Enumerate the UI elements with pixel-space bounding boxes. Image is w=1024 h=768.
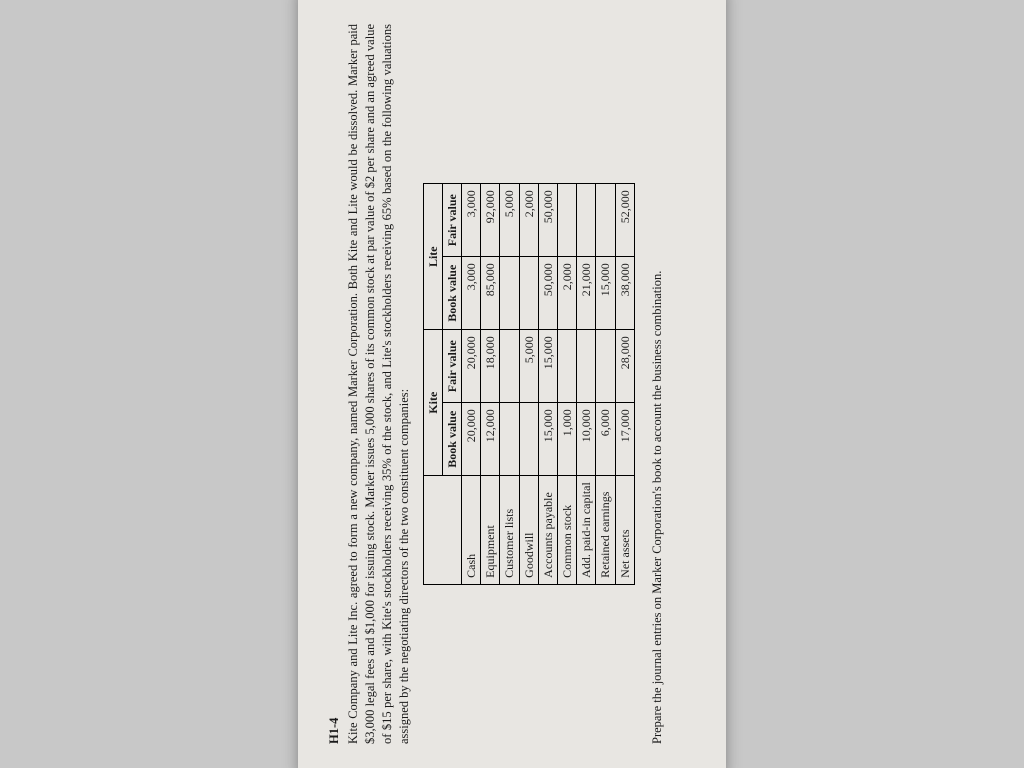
cell	[500, 257, 519, 330]
row-label: Net assets	[615, 476, 634, 585]
cell: 5,000	[519, 330, 538, 403]
cell: 28,000	[615, 330, 634, 403]
table-row: Equipment 12,000 18,000 85,000 92,000	[481, 184, 500, 585]
cell: 3,000	[462, 257, 481, 330]
problem-id: H1-4	[326, 24, 343, 744]
cell	[577, 330, 596, 403]
cell: 10,000	[577, 403, 596, 476]
cell	[577, 184, 596, 257]
col-lite-bv: Book value	[442, 257, 461, 330]
cell: 15,000	[538, 403, 557, 476]
cell: 85,000	[481, 257, 500, 330]
cell	[558, 184, 577, 257]
cell	[500, 403, 519, 476]
cell: 92,000	[481, 184, 500, 257]
cell: 20,000	[462, 403, 481, 476]
cell: 50,000	[538, 184, 557, 257]
table-row: Customer lists 5,000	[500, 184, 519, 585]
cell: 2,000	[519, 184, 538, 257]
cell	[596, 330, 615, 403]
cell: 5,000	[500, 184, 519, 257]
row-label: Accounts payable	[538, 476, 557, 585]
col-kite-fv: Fair value	[442, 330, 461, 403]
blank-header	[423, 476, 461, 585]
cell: 20,000	[462, 330, 481, 403]
row-label: Cash	[462, 476, 481, 585]
table-row: Cash 20,000 20,000 3,000 3,000	[462, 184, 481, 585]
cell	[558, 330, 577, 403]
table-row: Goodwill 5,000 2,000	[519, 184, 538, 585]
row-label: Retained earnings	[596, 476, 615, 585]
cell: 6,000	[596, 403, 615, 476]
row-label: Add. paid-in capital	[577, 476, 596, 585]
cell: 15,000	[538, 330, 557, 403]
cell: 52,000	[615, 184, 634, 257]
table-row: Common stock 1,000 2,000	[558, 184, 577, 585]
cell: 17,000	[615, 403, 634, 476]
cell: 1,000	[558, 403, 577, 476]
table-row: Retained earnings 6,000 15,000	[596, 184, 615, 585]
row-label: Common stock	[558, 476, 577, 585]
cell: 2,000	[558, 257, 577, 330]
cell: 3,000	[462, 184, 481, 257]
cell: 38,000	[615, 257, 634, 330]
cell: 15,000	[596, 257, 615, 330]
row-label: Equipment	[481, 476, 500, 585]
cell	[596, 184, 615, 257]
cell	[500, 330, 519, 403]
cell: 50,000	[538, 257, 557, 330]
table-row: Net assets 17,000 28,000 38,000 52,000	[615, 184, 634, 585]
valuation-table: Kite Lite Book value Fair value Book val…	[423, 183, 635, 585]
intro-paragraph: Kite Company and Lite Inc. agreed to for…	[345, 24, 413, 744]
instruction-text: Prepare the journal entries on Marker Co…	[649, 24, 666, 744]
table-row: Accounts payable 15,000 15,000 50,000 50…	[538, 184, 557, 585]
table-row: Add. paid-in capital 10,000 21,000	[577, 184, 596, 585]
col-lite-fv: Fair value	[442, 184, 461, 257]
cell: 18,000	[481, 330, 500, 403]
company-header-lite: Lite	[423, 184, 442, 330]
row-label: Goodwill	[519, 476, 538, 585]
company-header-kite: Kite	[423, 330, 442, 476]
col-kite-bv: Book value	[442, 403, 461, 476]
cell	[519, 257, 538, 330]
row-label: Customer lists	[500, 476, 519, 585]
cell: 21,000	[577, 257, 596, 330]
cell: 12,000	[481, 403, 500, 476]
cell	[519, 403, 538, 476]
document-page: H1-4 Kite Company and Lite Inc. agreed t…	[298, 0, 725, 768]
